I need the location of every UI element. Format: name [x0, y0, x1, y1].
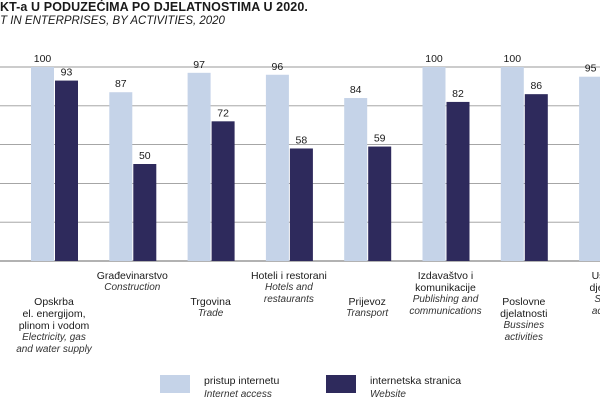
data-label: 58 — [296, 134, 308, 146]
bar-internet-access — [579, 76, 600, 261]
data-label: 95 — [585, 63, 597, 75]
bar-internet-access — [31, 67, 54, 261]
category-label-hr: Usludjelat — [589, 270, 600, 294]
legend-item-internet-access: pristup internetu Internet access — [160, 375, 279, 401]
bar-internet-access — [265, 74, 289, 261]
data-label: 87 — [115, 78, 127, 90]
bar-internet-access — [344, 98, 368, 261]
category-label-en: Trade — [197, 308, 224, 319]
category-label-hr: Trgovina — [190, 296, 231, 308]
legend-label-website: internetska stranica Website — [370, 375, 461, 401]
legend-label-hr: pristup internetu — [204, 375, 280, 387]
chart-subtitle: T IN ENTERPRISES, BY ACTIVITIES, 2020 — [0, 15, 225, 27]
legend-label-hr: internetska stranica — [370, 375, 462, 387]
bar-internet-access — [187, 72, 211, 261]
category-label: Trgovina Trade — [161, 296, 261, 320]
category-label: Građevinarstvo Construction — [82, 270, 182, 294]
data-label: 59 — [374, 133, 386, 145]
bar-website — [368, 146, 392, 261]
bar-internet-access — [422, 67, 446, 261]
data-label: 50 — [139, 150, 151, 162]
bar-website — [55, 80, 78, 261]
category-label: Prijevoz Transport — [317, 296, 417, 320]
bar-website — [289, 148, 313, 261]
data-label: 100 — [504, 53, 522, 65]
category-label-en: Construction — [104, 282, 161, 293]
legend-label-en: Internet access — [204, 389, 272, 400]
bar-website — [133, 164, 157, 261]
category-label: Izdavaštvo i komunikacije Publishing and co… — [396, 270, 496, 318]
data-label: 72 — [217, 107, 229, 119]
data-label: 100 — [425, 53, 443, 65]
category-label-hr: Hoteli i restorani — [250, 270, 327, 282]
bar-website — [524, 94, 548, 261]
legend-item-website: internetska stranica Website — [326, 375, 461, 401]
data-label: 82 — [452, 88, 464, 100]
chart-title: KT-a U PODUZEĆIMA PO DJELATNOSTIMA U 202… — [0, 0, 308, 14]
bar-website — [446, 101, 470, 261]
data-label: 97 — [193, 59, 205, 71]
legend-swatch-website — [326, 375, 356, 393]
category-label-en: Bussines activities — [503, 320, 545, 343]
category-label-hr: Opskrba el. energijom, plinom i vodom — [18, 296, 90, 332]
data-label: 100 — [34, 53, 52, 65]
data-label: 84 — [350, 84, 362, 96]
legend-label-en: Website — [370, 389, 406, 400]
category-label: Hoteli i restorani Hotels and restaurants — [239, 270, 339, 306]
legend-swatch-internet-access — [160, 375, 190, 393]
category-label: Poslovne djelatnosti Bussines activities — [474, 296, 574, 344]
data-label: 86 — [530, 80, 542, 92]
category-label-hr: Prijevoz — [348, 296, 386, 308]
category-label-hr: Poslovne djelatnosti — [500, 296, 548, 320]
category-label-en: Transport — [346, 308, 389, 319]
category-label: UsludjelatSeractiv — [552, 270, 600, 318]
bar-website — [211, 121, 235, 261]
category-label-en: Publishing and communications — [409, 294, 482, 317]
category-label-hr: Građevinarstvo — [96, 270, 168, 282]
data-label: 93 — [61, 67, 73, 79]
bar-internet-access — [109, 92, 133, 261]
data-label: 96 — [272, 61, 284, 73]
category-label-en: Hotels and restaurants — [263, 282, 314, 305]
category-label-en: Electricity, gas and water supply — [16, 332, 92, 355]
bar-internet-access — [500, 67, 524, 261]
category-label-en: Seractiv — [591, 294, 600, 317]
category-label: Opskrba el. energijom, plinom i vodom Elect… — [4, 296, 104, 356]
category-label-hr: Izdavaštvo i komunikacije — [415, 270, 476, 294]
legend-label-internet-access: pristup internetu Internet access — [204, 375, 279, 401]
